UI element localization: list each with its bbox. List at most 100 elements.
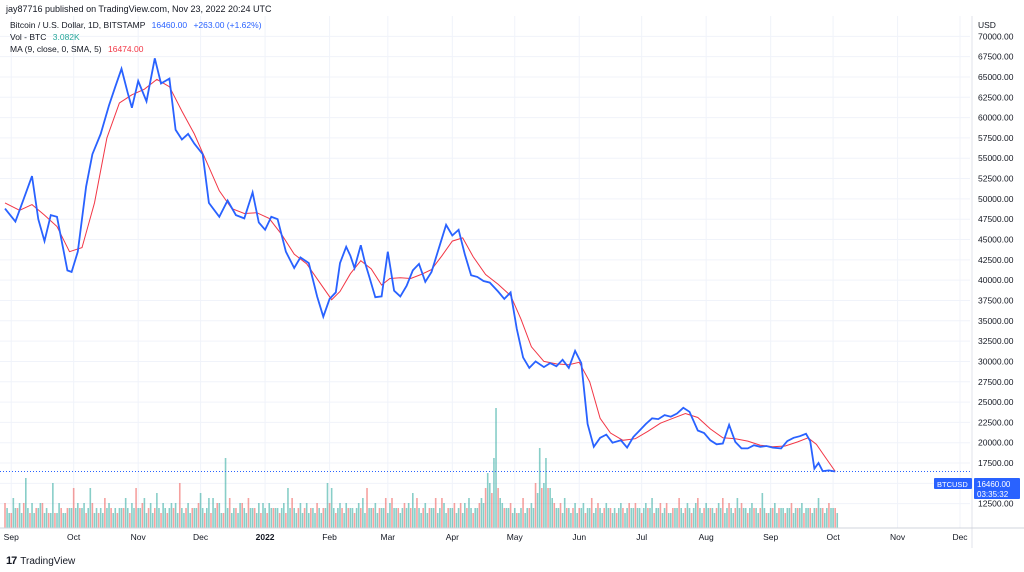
volume-bar xyxy=(722,498,724,528)
volume-bar xyxy=(536,493,539,528)
volume-bar xyxy=(208,498,210,528)
volume-bar xyxy=(578,508,581,528)
volume-bar xyxy=(486,473,489,528)
y-tick-label: 25000.00 xyxy=(978,397,1014,407)
y-tick-label: 60000.00 xyxy=(978,113,1014,123)
volume-bar xyxy=(307,513,310,528)
volume-bar xyxy=(27,508,29,528)
volume-bar xyxy=(499,498,501,528)
volume-bar xyxy=(172,508,175,528)
volume-bar xyxy=(630,508,633,528)
volume-bar xyxy=(58,503,60,528)
volume-bar xyxy=(176,513,179,528)
volume-bar xyxy=(418,508,420,528)
y-tick-label: 70000.00 xyxy=(978,31,1014,41)
volume-bar xyxy=(455,513,458,528)
volume-bar xyxy=(555,508,558,528)
volume-bar xyxy=(187,503,189,528)
volume-bar xyxy=(638,508,641,528)
volume-bar xyxy=(237,513,239,528)
volume-bar xyxy=(241,503,243,528)
volume-bar xyxy=(749,508,751,528)
volume-bar xyxy=(524,513,526,528)
volume-bar xyxy=(332,508,335,528)
volume-bar xyxy=(141,503,144,528)
volume-bar xyxy=(765,513,768,528)
volume-bar xyxy=(472,513,474,528)
volume-bar xyxy=(688,508,691,528)
volume-bar xyxy=(553,503,556,528)
volume-bar xyxy=(401,508,404,528)
volume-bar xyxy=(518,513,520,528)
price-chart[interactable]: 12500.0015000.0017500.0020000.0022500.00… xyxy=(0,16,1024,548)
volume-bar xyxy=(289,508,291,528)
volume-bar xyxy=(31,503,33,528)
volume-bar xyxy=(823,513,826,528)
y-tick-label: 40000.00 xyxy=(978,275,1014,285)
volume-bar xyxy=(104,498,106,528)
volume-bar xyxy=(380,508,383,528)
volume-bar xyxy=(790,503,793,528)
currency-label: USD xyxy=(978,20,996,30)
volume-bar xyxy=(193,508,196,528)
volume-bar xyxy=(568,508,570,528)
volume-bar xyxy=(609,508,612,528)
volume-bar xyxy=(233,508,235,528)
volume-bar xyxy=(642,508,645,528)
volume-bar xyxy=(607,508,610,528)
volume-bar xyxy=(318,508,320,528)
volume-bar xyxy=(395,508,397,528)
volume-bar xyxy=(183,513,185,528)
volume-bar xyxy=(628,503,630,528)
volume-bar xyxy=(491,493,493,528)
volume-bar xyxy=(645,503,647,528)
volume-bar xyxy=(335,513,337,528)
volume-bar xyxy=(56,513,58,528)
volume-bar xyxy=(445,513,447,528)
volume-bar xyxy=(563,498,566,528)
volume-bar xyxy=(376,513,379,528)
tradingview-logo-icon: 17 xyxy=(6,555,17,567)
volume-bar xyxy=(91,503,94,528)
volume-bar xyxy=(715,508,718,528)
legend: Bitcoin / U.S. Dollar, 1D, BITSTAMP 1646… xyxy=(10,20,262,54)
volume-bar xyxy=(314,513,316,528)
volume-bar xyxy=(251,508,254,528)
volume-bar xyxy=(540,488,543,528)
volume-bar xyxy=(832,508,834,528)
volume-bar xyxy=(43,513,46,528)
volume-bar xyxy=(757,513,759,528)
volume-bar xyxy=(247,498,250,528)
volume-bar xyxy=(611,513,614,528)
volume-bar xyxy=(77,503,79,528)
volume-bar xyxy=(640,513,643,528)
volume-bar xyxy=(297,508,300,528)
volume-bar xyxy=(786,508,789,528)
volume-bar xyxy=(680,508,682,528)
volume-bar xyxy=(118,508,121,528)
volume-bar xyxy=(174,503,177,528)
volume-bar xyxy=(597,503,599,528)
volume-bar xyxy=(613,508,616,528)
volume-bar xyxy=(744,508,747,528)
volume-bar xyxy=(316,503,318,528)
volume-bar xyxy=(763,508,766,528)
volume-bar xyxy=(576,513,578,528)
volume-bar xyxy=(669,513,672,528)
volume-bar xyxy=(586,508,589,528)
volume-bar xyxy=(686,503,689,528)
volume-bar xyxy=(636,508,639,528)
volume-bar xyxy=(530,503,533,528)
volume-bar xyxy=(293,508,296,528)
volume-bar xyxy=(682,513,685,528)
volume-bar xyxy=(320,513,323,528)
volume-bar xyxy=(258,503,260,528)
volume-bar xyxy=(807,508,809,528)
volume-bar xyxy=(414,508,416,528)
volume-bar xyxy=(549,488,551,528)
volume-bar xyxy=(545,458,547,528)
volume-bar xyxy=(22,503,25,528)
volume-bar xyxy=(794,508,797,528)
volume-bar xyxy=(245,513,248,528)
volume-bar xyxy=(684,508,687,528)
